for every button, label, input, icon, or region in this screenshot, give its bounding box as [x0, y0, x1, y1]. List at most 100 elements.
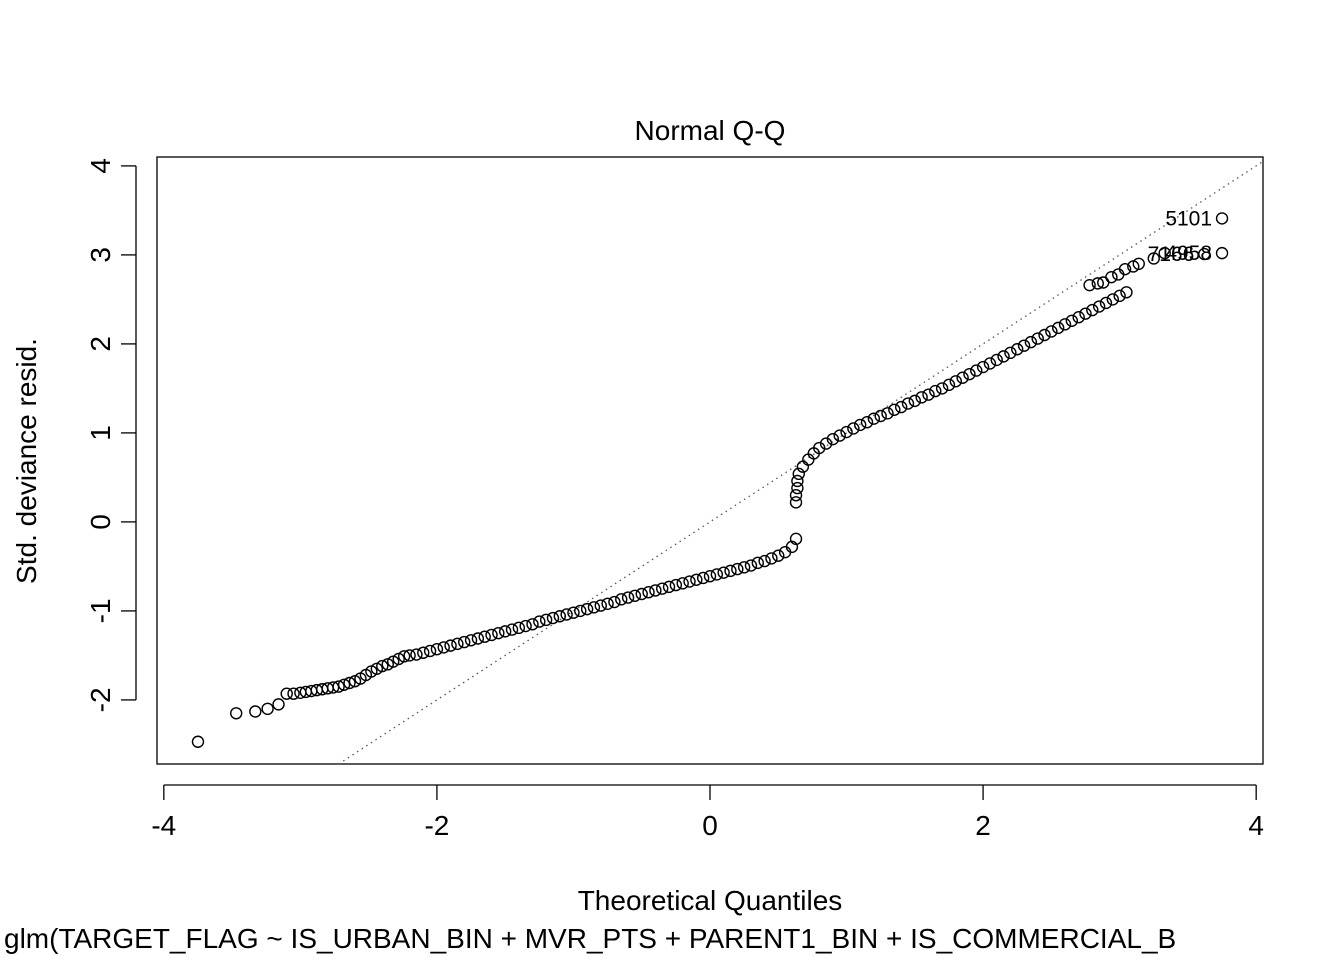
y-tick-label: 3	[85, 247, 116, 263]
reference-line	[338, 160, 1264, 765]
data-point	[492, 626, 505, 640]
data-point	[703, 570, 717, 583]
data-point	[280, 687, 293, 700]
data-point	[894, 400, 908, 414]
data-point	[785, 540, 799, 554]
data-point	[444, 639, 457, 652]
y-axis-label: Std. deviance resid.	[11, 338, 42, 584]
data-point	[1011, 343, 1024, 356]
data-point	[635, 587, 648, 601]
data-point	[901, 397, 915, 410]
data-point	[574, 604, 587, 618]
data-point	[1106, 293, 1120, 306]
data-point	[881, 407, 894, 420]
data-point	[942, 378, 956, 392]
data-point	[594, 599, 607, 612]
data-point	[249, 705, 262, 718]
data-point	[546, 611, 560, 625]
data-point	[451, 637, 464, 651]
data-point	[1113, 289, 1126, 303]
data-point	[642, 586, 655, 599]
data-point	[731, 562, 744, 576]
data-point	[717, 566, 730, 579]
x-tick-label: -4	[151, 810, 176, 841]
data-point	[539, 613, 553, 627]
point-label: 7166	[1148, 243, 1195, 266]
data-point	[751, 556, 764, 570]
data-point	[710, 568, 724, 581]
x-axis: -4 -2 0 2 4	[151, 784, 1264, 841]
data-point	[471, 632, 485, 645]
data-point	[621, 591, 635, 604]
data-point	[526, 618, 539, 631]
data-point	[287, 687, 300, 700]
y-tick-label: 0	[85, 514, 116, 530]
data-point	[737, 561, 751, 574]
data-point	[1120, 286, 1133, 299]
model-formula-caption: glm(TARGET_FLAG ~ IS_URBAN_BIN + MVR_PTS…	[4, 923, 1176, 954]
data-point	[1024, 335, 1038, 349]
data-point	[464, 634, 478, 647]
data-point	[908, 394, 922, 408]
data-point	[1091, 277, 1104, 290]
chart-title: Normal Q-Q	[635, 115, 786, 146]
data-point	[1132, 257, 1145, 271]
data-point	[765, 552, 778, 565]
data-points	[191, 212, 1229, 748]
data-point	[1158, 246, 1171, 260]
data-point	[683, 575, 696, 588]
x-tick-label: 2	[975, 810, 991, 841]
data-point	[423, 644, 437, 658]
x-axis-label: Theoretical Quantiles	[578, 885, 843, 916]
data-point	[963, 367, 976, 381]
data-point	[1086, 303, 1099, 317]
y-tick-label: -2	[85, 687, 116, 712]
data-point	[669, 578, 683, 592]
data-point	[662, 580, 676, 594]
data-point	[553, 610, 567, 623]
data-point	[1017, 339, 1031, 352]
data-point	[272, 698, 285, 711]
point-label: 5101	[1165, 207, 1212, 230]
data-point	[512, 621, 526, 635]
data-point	[533, 615, 546, 628]
data-point	[580, 602, 594, 616]
data-point	[410, 648, 423, 661]
data-point	[229, 707, 243, 720]
point-label: 4958	[1165, 242, 1212, 265]
data-point	[437, 641, 450, 654]
data-point	[505, 623, 519, 636]
data-point	[478, 630, 491, 643]
data-point	[792, 467, 805, 481]
data-point	[430, 642, 444, 656]
data-point	[261, 702, 274, 716]
data-point	[791, 481, 804, 495]
y-tick-label: 1	[85, 425, 116, 441]
data-point	[826, 432, 840, 446]
data-point	[1051, 321, 1065, 335]
data-point	[417, 646, 430, 659]
data-point	[970, 364, 983, 377]
data-point	[744, 559, 758, 572]
data-point	[191, 735, 205, 748]
data-point	[628, 589, 642, 602]
data-point	[1083, 278, 1096, 292]
data-point	[840, 425, 853, 439]
data-point	[1099, 296, 1113, 310]
data-point	[1031, 332, 1044, 345]
data-point	[1058, 318, 1072, 331]
x-tick-label: 0	[702, 810, 718, 841]
data-point	[343, 676, 356, 690]
y-tick-label: -1	[85, 598, 116, 623]
data-point	[656, 582, 669, 595]
data-point	[983, 357, 997, 370]
data-point	[696, 571, 710, 585]
data-point	[608, 595, 621, 609]
data-point	[485, 628, 498, 642]
data-point	[397, 650, 411, 663]
data-point	[935, 382, 949, 395]
x-tick-label: 4	[1248, 810, 1264, 841]
labeled-data-point	[1215, 246, 1229, 260]
